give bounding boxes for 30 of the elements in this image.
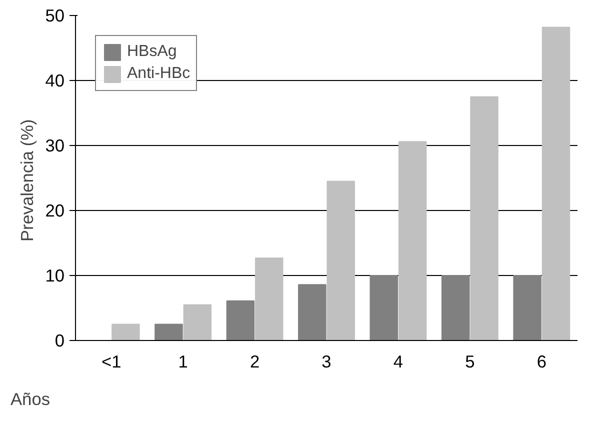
x-tick-label: 4 bbox=[393, 352, 404, 372]
bar bbox=[398, 141, 427, 340]
bar bbox=[326, 180, 355, 340]
y-tick-label: 20 bbox=[45, 200, 65, 220]
y-tick-label: 40 bbox=[45, 70, 65, 90]
bar bbox=[226, 300, 255, 340]
x-tick-label: 5 bbox=[465, 352, 475, 372]
bar bbox=[298, 284, 326, 340]
bar bbox=[255, 257, 284, 340]
bar bbox=[441, 275, 470, 340]
legend-label: HBsAg bbox=[127, 43, 177, 61]
y-tick-label: 50 bbox=[45, 6, 65, 26]
y-tick-label: 0 bbox=[54, 330, 65, 350]
bar bbox=[183, 304, 212, 340]
bar bbox=[470, 96, 498, 340]
bar bbox=[370, 275, 398, 340]
x-tick-label: <1 bbox=[101, 352, 122, 372]
bar bbox=[513, 275, 542, 340]
x-tick-label: 6 bbox=[536, 352, 546, 372]
x-tick-label: 1 bbox=[178, 352, 188, 372]
bar bbox=[112, 324, 140, 340]
bar bbox=[542, 26, 570, 340]
x-tick-label: 3 bbox=[322, 352, 332, 372]
bar bbox=[154, 324, 183, 340]
x-tick-label: 2 bbox=[250, 352, 260, 372]
y-axis-title: Prevalencia (%) bbox=[17, 119, 38, 242]
y-tick-label: 10 bbox=[45, 266, 65, 286]
legend-label: Anti-HBc bbox=[127, 65, 190, 83]
x-axis-title: Años bbox=[10, 389, 50, 409]
y-tick-label: 30 bbox=[45, 136, 65, 156]
